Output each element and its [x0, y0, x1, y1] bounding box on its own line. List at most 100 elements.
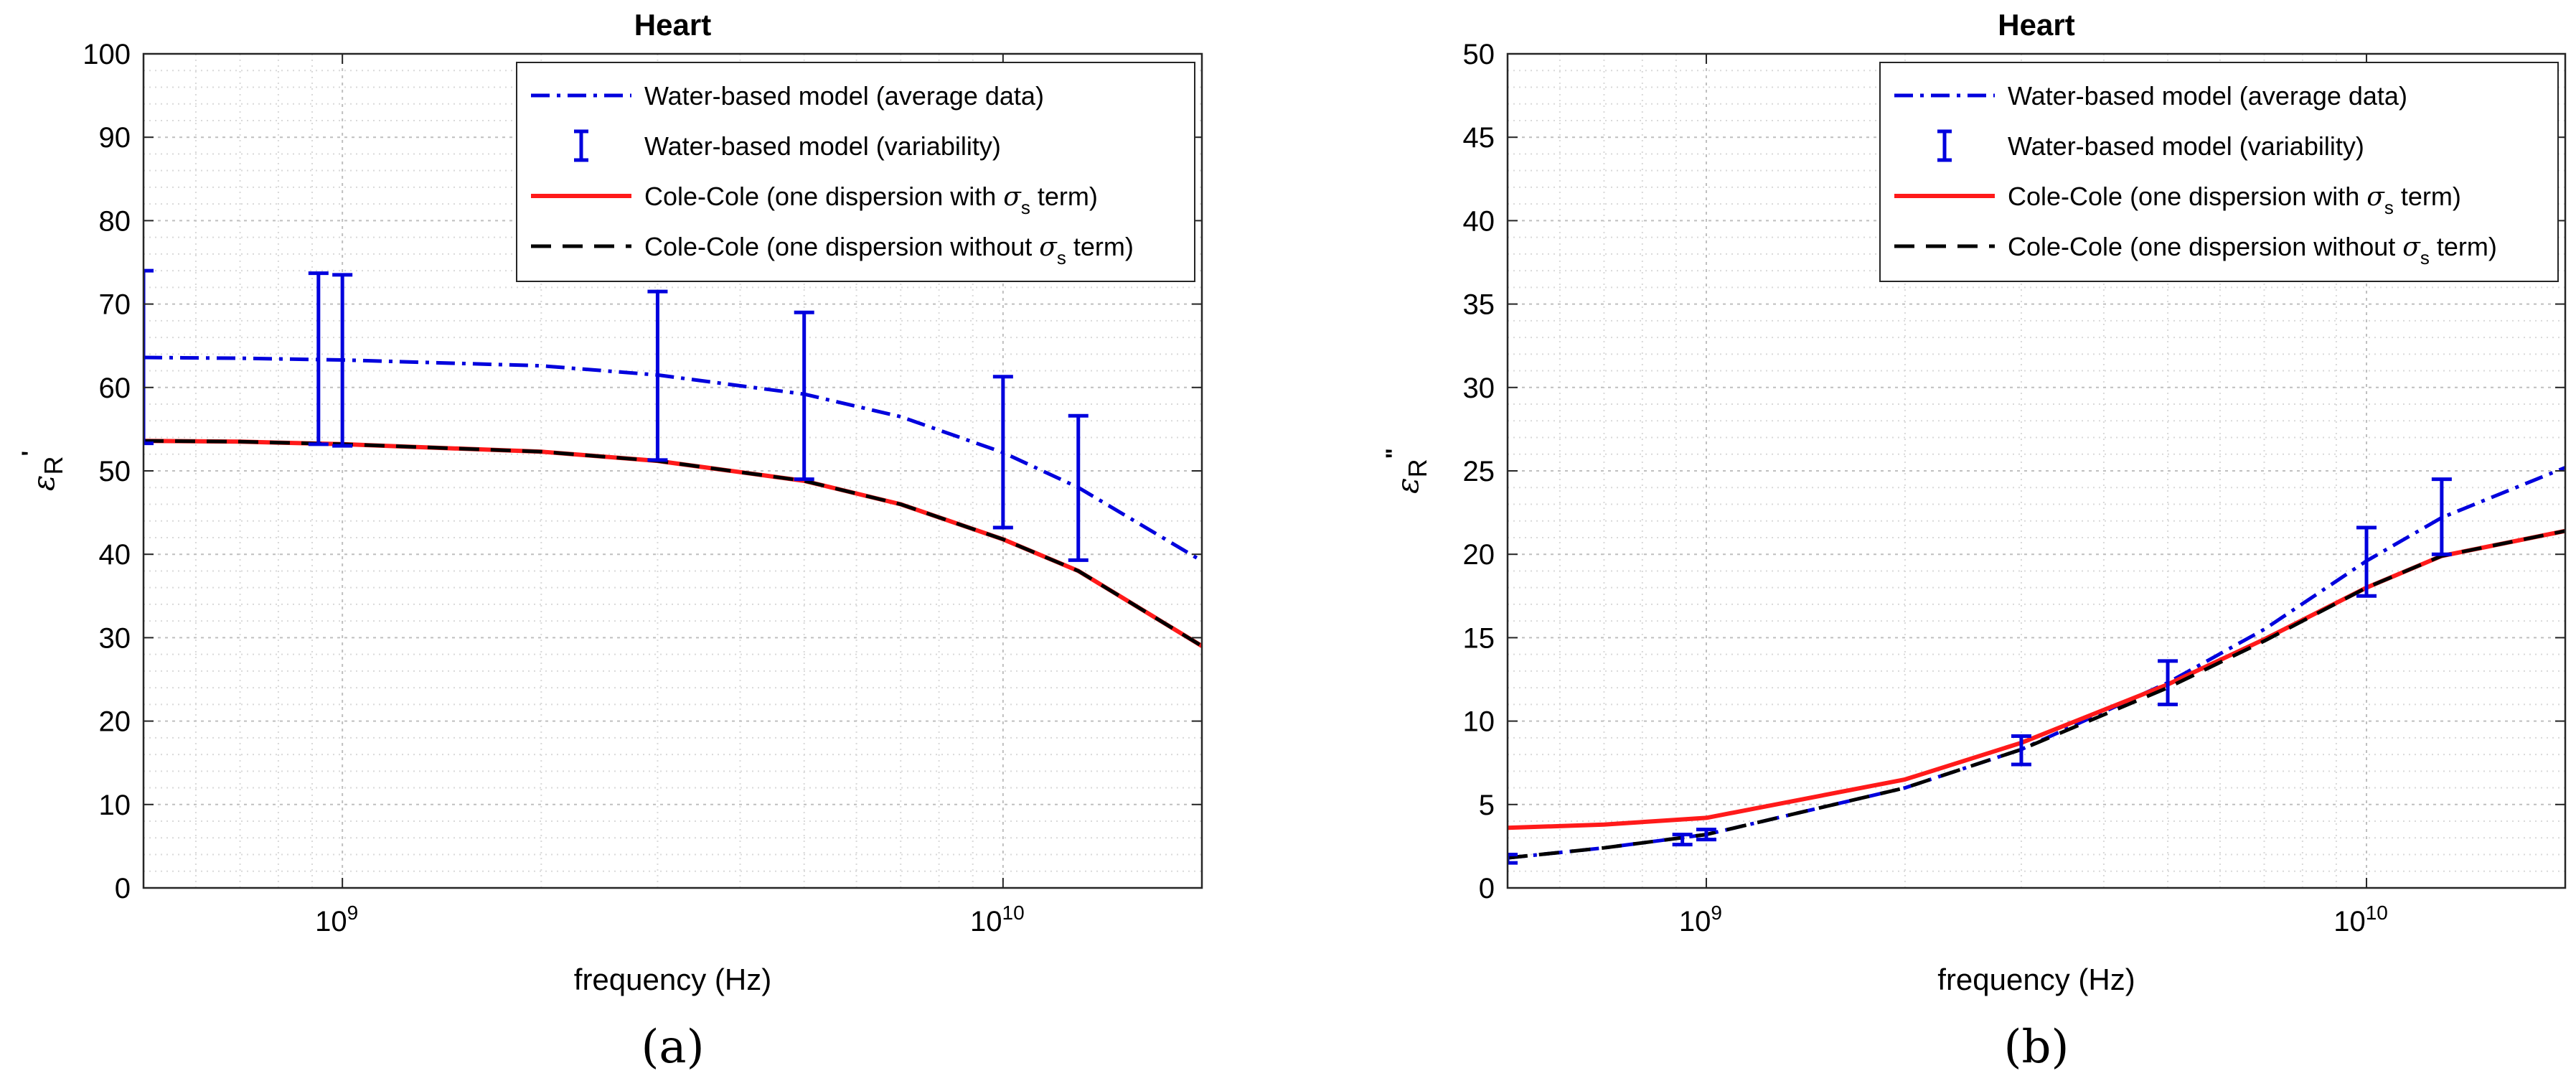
legend: Water-based model (average data) Water-ba… — [516, 62, 1195, 282]
legend-label-sigma: σ — [2402, 233, 2421, 262]
x-tick-base: 10 — [315, 906, 347, 937]
x-axis-label: frequency (Hz) — [574, 963, 771, 996]
legend-label-text: Cole-Cole (one dispersion with — [644, 182, 1003, 211]
errorbar — [2011, 734, 2031, 767]
y-tick-label: 70 — [99, 289, 131, 321]
legend-label-text: Cole-Cole (one dispersion with — [2008, 182, 2366, 211]
errorbar — [332, 273, 353, 448]
y-tick-label: 30 — [99, 622, 131, 654]
y-tick-label: 15 — [1463, 622, 1495, 654]
y-tick-label: 20 — [1463, 539, 1495, 571]
errorbar — [1508, 853, 1518, 865]
y-tick-label: 0 — [1479, 873, 1495, 904]
y-axis-label-prime: ' — [17, 451, 43, 457]
legend-label: Cole-Cole (one dispersion without σs ter… — [644, 232, 1134, 268]
legend-label-subscript: s — [2384, 197, 2394, 218]
legend-errorbar-swatch — [1937, 129, 1952, 162]
errorbar — [308, 271, 329, 446]
y-tick-label: 40 — [1463, 205, 1495, 237]
x-tick-label: 109 — [1679, 902, 1722, 937]
legend-label: Cole-Cole (one dispersion without σs ter… — [2008, 232, 2497, 268]
legend-label: Cole-Cole (one dispersion with σs term) — [644, 182, 1098, 218]
y-tick-label: 90 — [99, 122, 131, 154]
errorbar — [2158, 659, 2178, 706]
errorbar — [2431, 477, 2452, 556]
legend-label-text: Water-based model (variability) — [644, 131, 1001, 161]
chart-title: Heart — [1998, 8, 2074, 42]
legend-label: Water-based model (variability) — [644, 131, 1001, 161]
x-tick-base: 10 — [970, 906, 1002, 937]
y-tick-label: 45 — [1463, 122, 1495, 154]
series-line-dashed-black — [1508, 529, 2565, 860]
legend-label-text: Water-based model (average data) — [2008, 81, 2407, 111]
y-tick-label: 35 — [1463, 289, 1495, 321]
series-line-dashdot — [144, 355, 1202, 563]
errorbar — [2356, 525, 2377, 598]
legend-label-text: Cole-Cole (one dispersion without — [644, 232, 1039, 261]
x-tick-exponent: 9 — [347, 902, 359, 924]
legend-label-sigma: σ — [2366, 182, 2385, 212]
y-axis-label-prime: " — [1381, 448, 1407, 459]
y-tick-label: 10 — [1463, 706, 1495, 738]
y-axis-label-subscript: R — [39, 457, 68, 475]
legend-label-subscript: s — [1021, 197, 1030, 218]
series-line-dashdot — [1508, 466, 2565, 860]
y-axis-label: εR' — [17, 451, 68, 491]
legend-label-text: term) — [2430, 232, 2497, 261]
y-tick-label: 100 — [83, 39, 131, 70]
x-tick-label: 109 — [315, 902, 358, 937]
panel-label: (b) — [2004, 1021, 2069, 1074]
legend-label: Cole-Cole (one dispersion with σs term) — [2008, 182, 2461, 218]
series-line-dashed-black — [144, 439, 1202, 648]
x-tick-base: 10 — [1679, 906, 1711, 937]
y-tick-label: 0 — [115, 873, 131, 904]
legend-label: Water-based model (variability) — [2008, 131, 2364, 161]
chart-title: Heart — [634, 8, 711, 42]
x-tick-exponent: 10 — [2366, 902, 2388, 924]
y-tick-label: 30 — [1463, 373, 1495, 404]
y-tick-label: 40 — [99, 539, 131, 571]
errorbar — [1068, 413, 1089, 562]
legend-label-text: Cole-Cole (one dispersion without — [2008, 232, 2402, 261]
legend-label-text: Water-based model (average data) — [644, 81, 1044, 111]
legend-label-text: term) — [1066, 232, 1134, 261]
y-tick-label: 10 — [99, 790, 131, 821]
panel-label: (a) — [641, 1021, 704, 1074]
legend-label: Water-based model (average data) — [2008, 81, 2407, 111]
x-tick-exponent: 9 — [1711, 902, 1722, 924]
x-tick-label: 1010 — [970, 902, 1025, 937]
legend-label-sigma: σ — [1003, 182, 1022, 212]
y-axis-label-subscript: R — [1403, 459, 1432, 477]
x-tick-base: 10 — [2333, 906, 2366, 937]
x-tick-exponent: 10 — [1002, 902, 1025, 924]
legend: Water-based model (average data) Water-ba… — [1879, 62, 2559, 282]
y-axis-label-epsilon: ε — [26, 475, 61, 492]
errorbar — [647, 289, 668, 462]
y-axis-label: εR" — [1381, 448, 1432, 494]
errorbar — [1696, 828, 1716, 842]
legend-label-text: term) — [1030, 182, 1098, 211]
legend-label-text: Water-based model (variability) — [2008, 131, 2364, 161]
y-tick-label: 25 — [1463, 456, 1495, 487]
series-line-solid-red — [1508, 528, 2565, 830]
y-tick-label: 50 — [1463, 39, 1495, 70]
x-axis-label: frequency (Hz) — [1937, 963, 2135, 996]
x-tick-label: 1010 — [2333, 902, 2388, 937]
errorbar — [1672, 833, 1693, 847]
y-tick-label: 60 — [99, 373, 131, 404]
errorbar — [144, 268, 154, 446]
errorbar — [992, 375, 1013, 530]
y-tick-label: 20 — [99, 706, 131, 738]
legend-label-subscript: s — [2420, 247, 2430, 268]
series-line-solid-red — [144, 439, 1202, 648]
errorbar — [794, 310, 814, 482]
legend-label-sigma: σ — [1039, 233, 1058, 262]
y-axis-label-epsilon: ε — [1390, 477, 1425, 494]
legend-label-text: term) — [2394, 182, 2461, 211]
y-tick-label: 80 — [99, 205, 131, 237]
y-tick-label: 50 — [99, 456, 131, 487]
y-tick-label: 5 — [1479, 790, 1495, 821]
